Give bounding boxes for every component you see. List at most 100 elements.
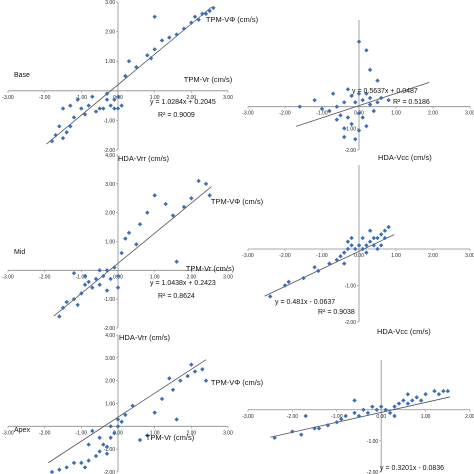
data-point: [392, 413, 397, 419]
x-tick-label: 2.00: [465, 414, 474, 420]
y-tick-label: 3.00: [105, 356, 115, 362]
data-point: [338, 254, 343, 259]
data-point: [207, 193, 212, 198]
data-point: [445, 388, 450, 394]
x-tick-label: 1.00: [421, 414, 431, 420]
data-point: [334, 257, 339, 263]
data-point: [370, 404, 375, 409]
x-tick-label: -3.00: [2, 274, 14, 280]
data-point: [436, 392, 442, 397]
data-point: [405, 401, 411, 406]
y-tick-label: 3.00: [105, 0, 115, 6]
data-point: [349, 235, 354, 241]
data-point: [60, 135, 66, 141]
data-point: [75, 302, 80, 308]
data-point: [86, 103, 91, 108]
data-point: [108, 424, 113, 429]
data-point: [327, 261, 332, 266]
data-point: [112, 97, 117, 102]
y-axis-label: HDA-Vrr (cm/s): [118, 154, 169, 163]
data-point: [115, 273, 121, 279]
x-tick-label: 2.00: [428, 253, 438, 259]
data-point: [319, 106, 325, 112]
data-point: [170, 213, 176, 218]
x-tick-label: 1.00: [391, 111, 401, 117]
data-point: [379, 95, 384, 101]
y-tick-label: 2.00: [105, 211, 115, 217]
data-point: [90, 285, 95, 290]
regression-equation: y = 1.0284x + 0.2045: [150, 99, 216, 106]
data-point: [432, 388, 437, 394]
data-point: [97, 106, 102, 111]
data-point: [134, 64, 139, 70]
data-point: [137, 437, 143, 443]
y-tick-label: 1.00: [105, 240, 115, 246]
data-point: [123, 236, 128, 241]
data-point: [64, 130, 69, 135]
x-axis-label: TPM-Vr (cm/s): [186, 264, 235, 273]
data-point: [93, 453, 99, 459]
data-point: [405, 392, 411, 397]
data-point: [101, 273, 106, 279]
data-point: [352, 398, 357, 403]
data-point: [203, 11, 209, 17]
x-tick-label: 2.00: [428, 111, 438, 117]
data-point: [123, 73, 128, 79]
data-point: [312, 265, 317, 270]
x-tick-label: -2.00: [279, 111, 291, 117]
data-point: [301, 275, 306, 281]
data-point: [387, 410, 393, 416]
data-point: [375, 78, 380, 83]
data-point: [112, 106, 117, 111]
data-point: [104, 268, 110, 273]
data-point: [97, 449, 102, 454]
data-point: [90, 94, 95, 99]
x-tick-label: -1.00: [76, 430, 88, 436]
data-point: [207, 8, 212, 14]
x-tick-label: -2.00: [287, 414, 299, 420]
data-point: [312, 426, 317, 431]
x-tick-label: 1.00: [150, 430, 160, 436]
data-point: [115, 94, 121, 99]
x-tick-label: -1.00: [316, 111, 328, 117]
y-tick-label: -1.00: [367, 439, 379, 445]
y-tick-label: -1.00: [104, 118, 116, 124]
data-point: [104, 97, 110, 102]
data-point: [396, 401, 402, 406]
r-squared: R² = 0.5186: [393, 99, 430, 106]
data-point: [272, 435, 277, 440]
data-point: [356, 39, 362, 44]
r-squared: R² = 0.9009: [158, 112, 195, 119]
data-point: [325, 423, 331, 428]
data-point: [159, 396, 165, 402]
data-point: [345, 239, 351, 244]
data-point: [360, 246, 365, 252]
data-point: [343, 413, 348, 419]
data-point: [64, 465, 69, 470]
data-point: [60, 305, 66, 311]
data-point: [367, 95, 373, 101]
x-tick-label: -3.00: [2, 430, 14, 436]
y-tick-label: 2.00: [105, 30, 115, 36]
data-point: [316, 268, 321, 274]
data-point: [126, 230, 132, 236]
data-point: [379, 232, 384, 237]
data-point: [64, 299, 69, 305]
x-axis-label: TPM-Vr (cm/s): [184, 75, 233, 84]
x-tick-label: 1.00: [391, 253, 401, 259]
y-tick-label: 2.00: [105, 379, 115, 385]
data-point: [53, 133, 58, 138]
data-point: [181, 26, 187, 31]
x-tick-label: -3.00: [242, 414, 254, 420]
data-point: [108, 276, 113, 282]
data-point: [334, 117, 339, 122]
data-point: [115, 106, 121, 111]
data-point: [367, 239, 373, 244]
data-point: [93, 109, 99, 114]
y-tick-label: 4.00: [105, 333, 115, 339]
data-point: [57, 124, 62, 129]
data-point: [108, 435, 113, 440]
y-tick-label: -2.00: [104, 326, 116, 332]
y-tick-label: -2.00: [345, 320, 357, 326]
